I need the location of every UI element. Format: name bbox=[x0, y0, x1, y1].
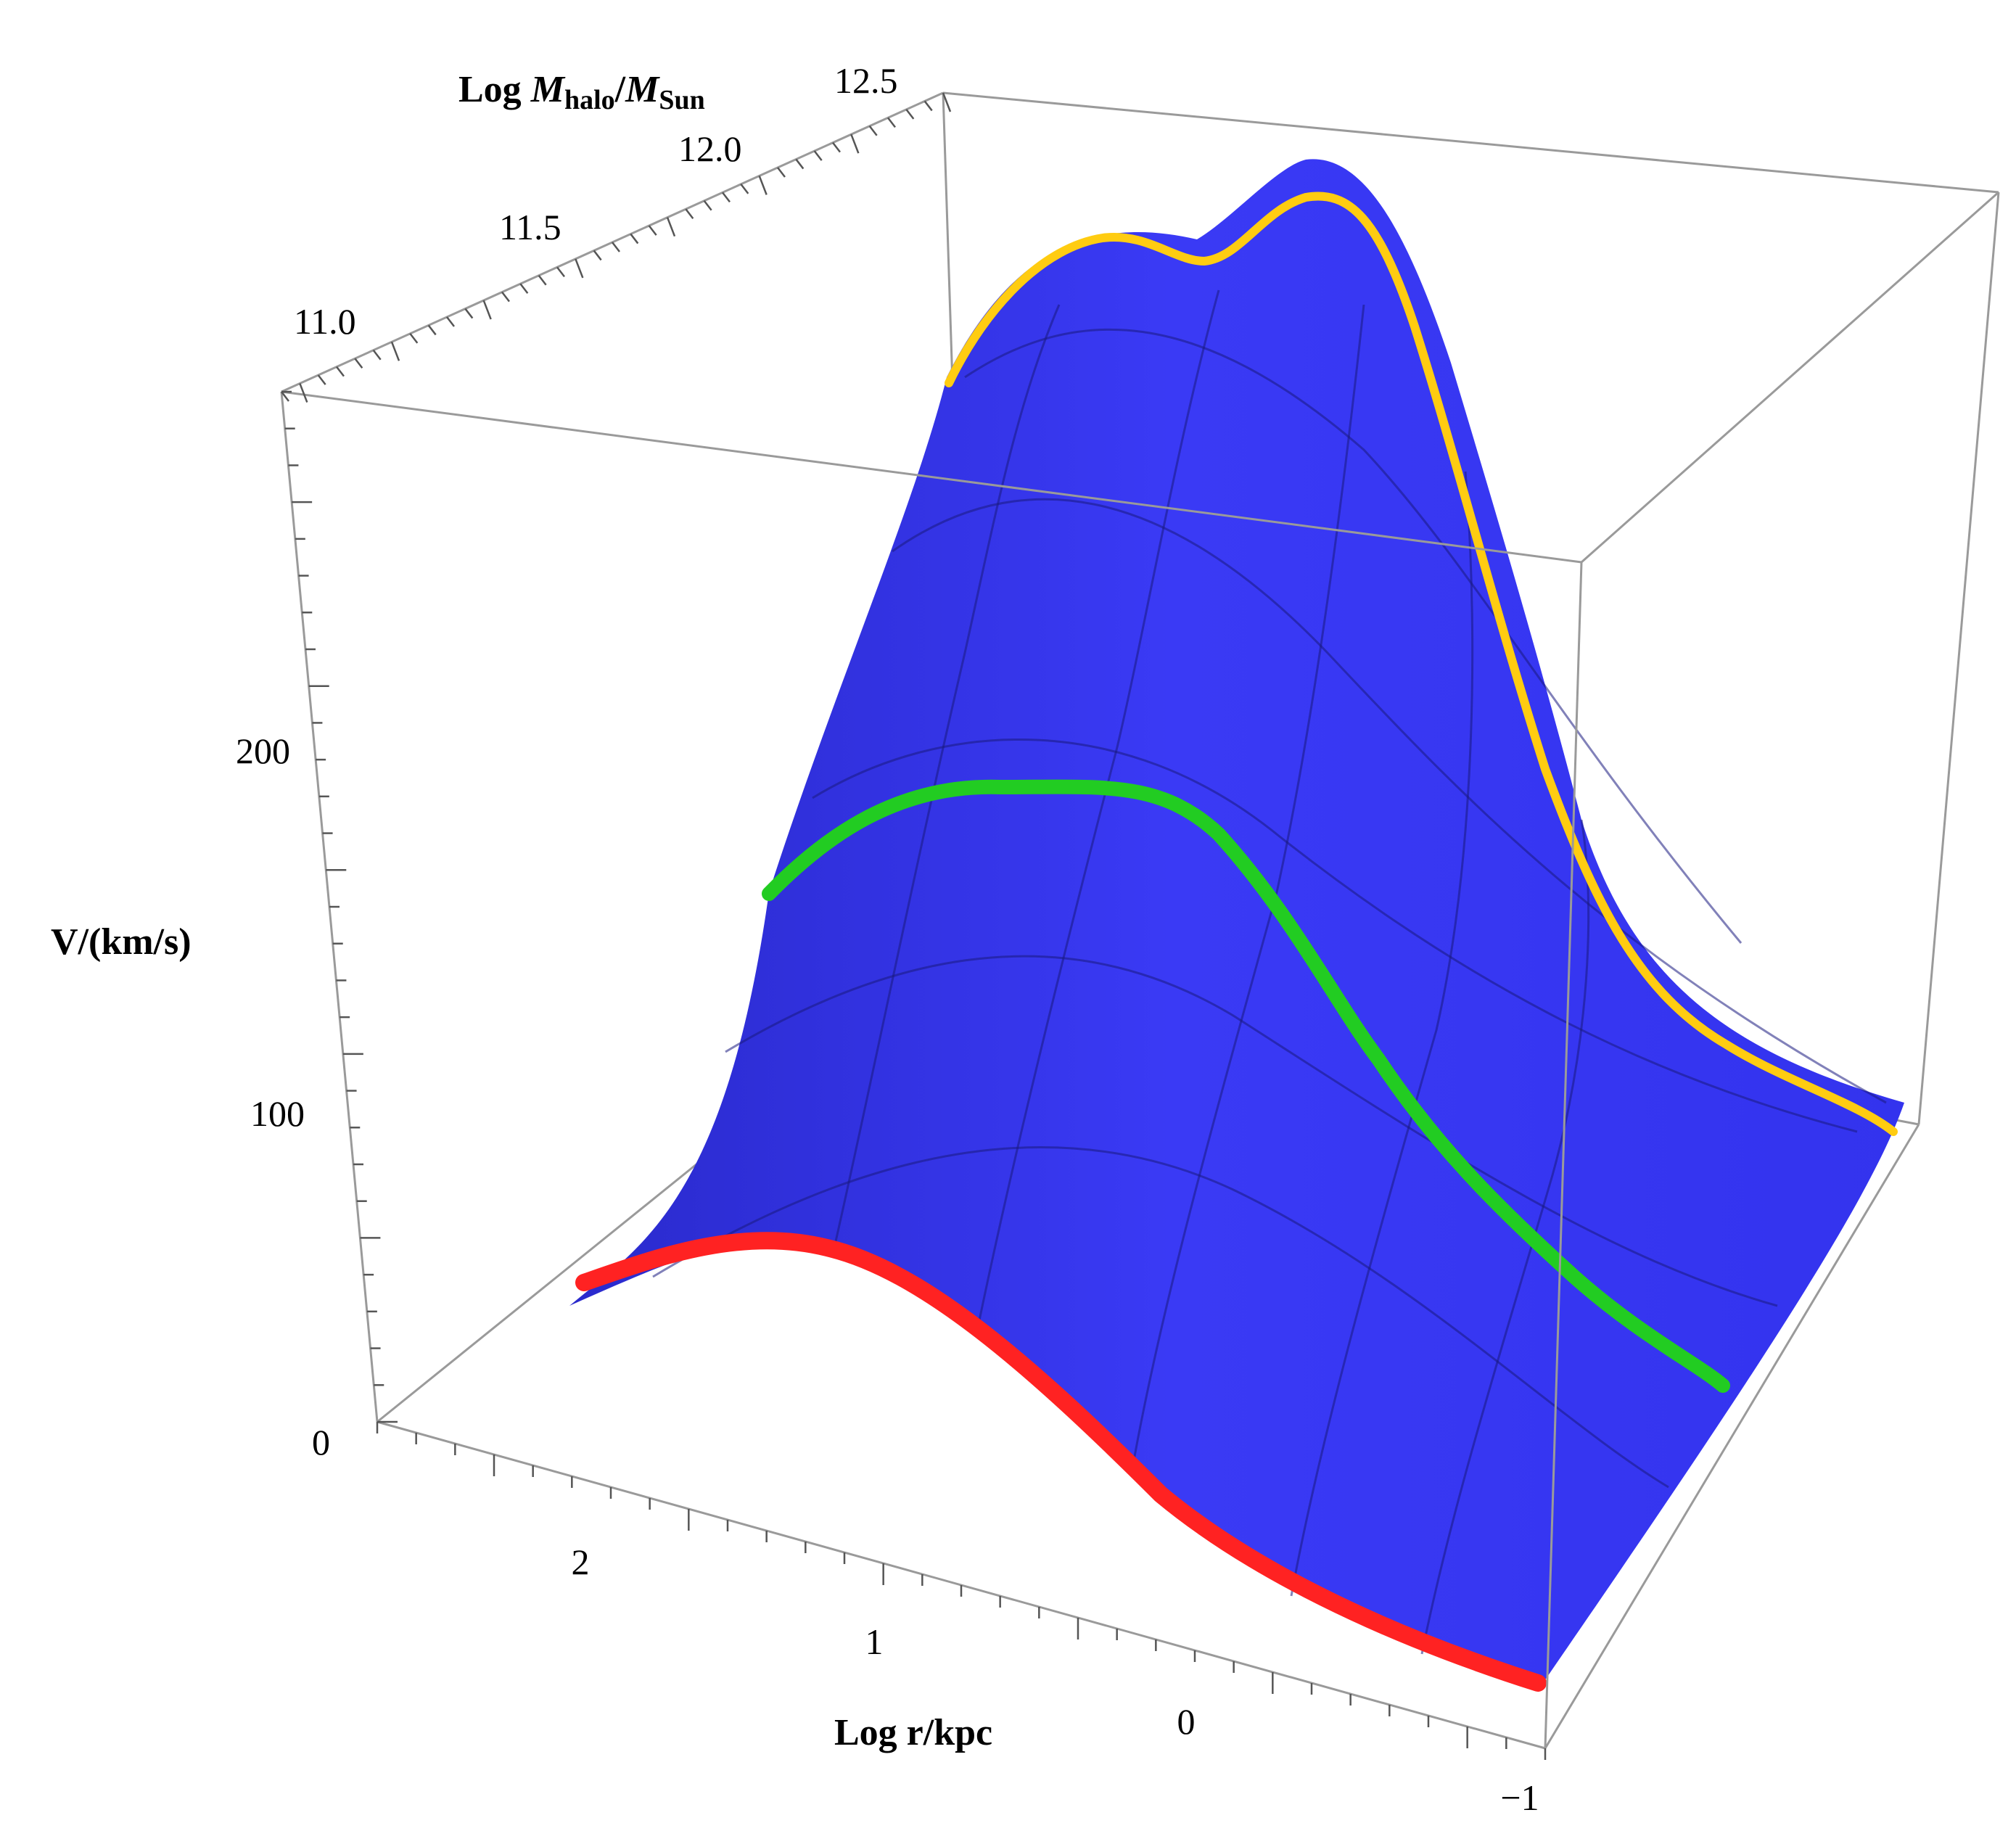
tick-mark bbox=[575, 258, 584, 279]
mesh-line bbox=[1420, 819, 1590, 1655]
tick-mark bbox=[390, 341, 400, 361]
y-tick-label: 12.0 bbox=[678, 128, 742, 169]
tick-mark bbox=[887, 117, 896, 128]
tick-mark bbox=[427, 324, 437, 336]
tick-mark bbox=[777, 167, 786, 178]
tick-mark bbox=[482, 300, 492, 320]
y-tick-label: 11.5 bbox=[499, 207, 561, 247]
tick-mark bbox=[464, 308, 474, 319]
tick-mark bbox=[538, 275, 547, 286]
mesh-line bbox=[652, 1146, 1669, 1489]
tick-mark bbox=[372, 350, 382, 361]
mesh-line bbox=[978, 289, 1220, 1321]
tick-mark bbox=[666, 217, 676, 237]
x-tick-label: 1 bbox=[865, 1621, 884, 1662]
tick-mark bbox=[758, 175, 768, 195]
z-tick-labels: 0 100 200 bbox=[236, 731, 330, 1462]
mesh-line bbox=[812, 738, 1858, 1133]
surface-sheet bbox=[569, 159, 1904, 1690]
tick-mark bbox=[446, 316, 455, 327]
y-axis-label: Log Mhalo/MSun bbox=[458, 69, 705, 115]
curve-low-mass bbox=[575, 1232, 1547, 1692]
z-tick-label: 0 bbox=[312, 1422, 330, 1462]
tick-mark bbox=[317, 374, 326, 385]
tick-mark bbox=[519, 283, 529, 294]
tick-mark bbox=[409, 333, 419, 344]
y-axis-label-var2: M bbox=[625, 69, 660, 110]
y-axis-label-prefix: Log bbox=[458, 69, 531, 110]
curve-mid-mass bbox=[762, 779, 1730, 1393]
y-axis-label-slash: / bbox=[614, 69, 626, 110]
tick-mark bbox=[501, 291, 510, 303]
tick-mark bbox=[722, 192, 731, 203]
tick-mark bbox=[612, 242, 620, 252]
tick-mark bbox=[740, 184, 749, 194]
tick-mark bbox=[832, 141, 841, 153]
tick-mark bbox=[850, 133, 860, 154]
tick-mark bbox=[648, 225, 657, 236]
mesh-line bbox=[964, 328, 1743, 944]
tick-mark bbox=[942, 92, 952, 112]
tick-mark bbox=[299, 383, 308, 403]
axis-ticks bbox=[281, 92, 1547, 1760]
x-tick-label: −1 bbox=[1500, 1777, 1539, 1818]
y-axis-label-sub1: halo bbox=[564, 85, 615, 115]
y-tick-label: 12.5 bbox=[834, 60, 898, 101]
x-tick-label: 2 bbox=[572, 1542, 590, 1582]
tick-mark bbox=[593, 250, 602, 261]
y-tick-labels: 11.0 11.5 12.0 12.5 bbox=[294, 60, 898, 342]
x-tick-label: 0 bbox=[1177, 1701, 1196, 1742]
surface bbox=[569, 159, 1904, 1690]
mesh-line bbox=[725, 955, 1778, 1307]
mesh-line bbox=[892, 498, 1887, 1104]
tick-mark bbox=[868, 126, 878, 136]
tick-mark bbox=[630, 233, 639, 244]
tick-mark bbox=[281, 391, 289, 402]
y-axis-label-sub2: Sun bbox=[659, 85, 704, 115]
tick-mark bbox=[556, 266, 565, 278]
mesh-line bbox=[1290, 471, 1474, 1597]
curve-high-mass bbox=[945, 192, 1898, 1136]
mesh-line bbox=[833, 304, 1061, 1248]
tick-mark bbox=[336, 366, 345, 377]
y-tick-label: 11.0 bbox=[294, 301, 356, 342]
x-tick-labels: 2 1 0 −1 bbox=[572, 1542, 1539, 1818]
surface-mesh bbox=[652, 289, 1887, 1655]
z-tick-label: 100 bbox=[250, 1093, 305, 1134]
tick-mark bbox=[354, 358, 363, 369]
tick-mark bbox=[703, 200, 712, 211]
mesh-line bbox=[1130, 304, 1365, 1473]
tick-mark bbox=[813, 150, 823, 161]
x-axis-label: Log r/kpc bbox=[834, 1712, 992, 1753]
z-axis-label: V/(km/s) bbox=[51, 921, 192, 963]
tick-mark bbox=[795, 158, 805, 170]
z-tick-label: 200 bbox=[236, 731, 290, 771]
tick-mark bbox=[685, 208, 694, 219]
y-axis-label-var1: M bbox=[530, 69, 566, 110]
tick-mark bbox=[905, 109, 915, 120]
tick-mark bbox=[923, 100, 933, 112]
